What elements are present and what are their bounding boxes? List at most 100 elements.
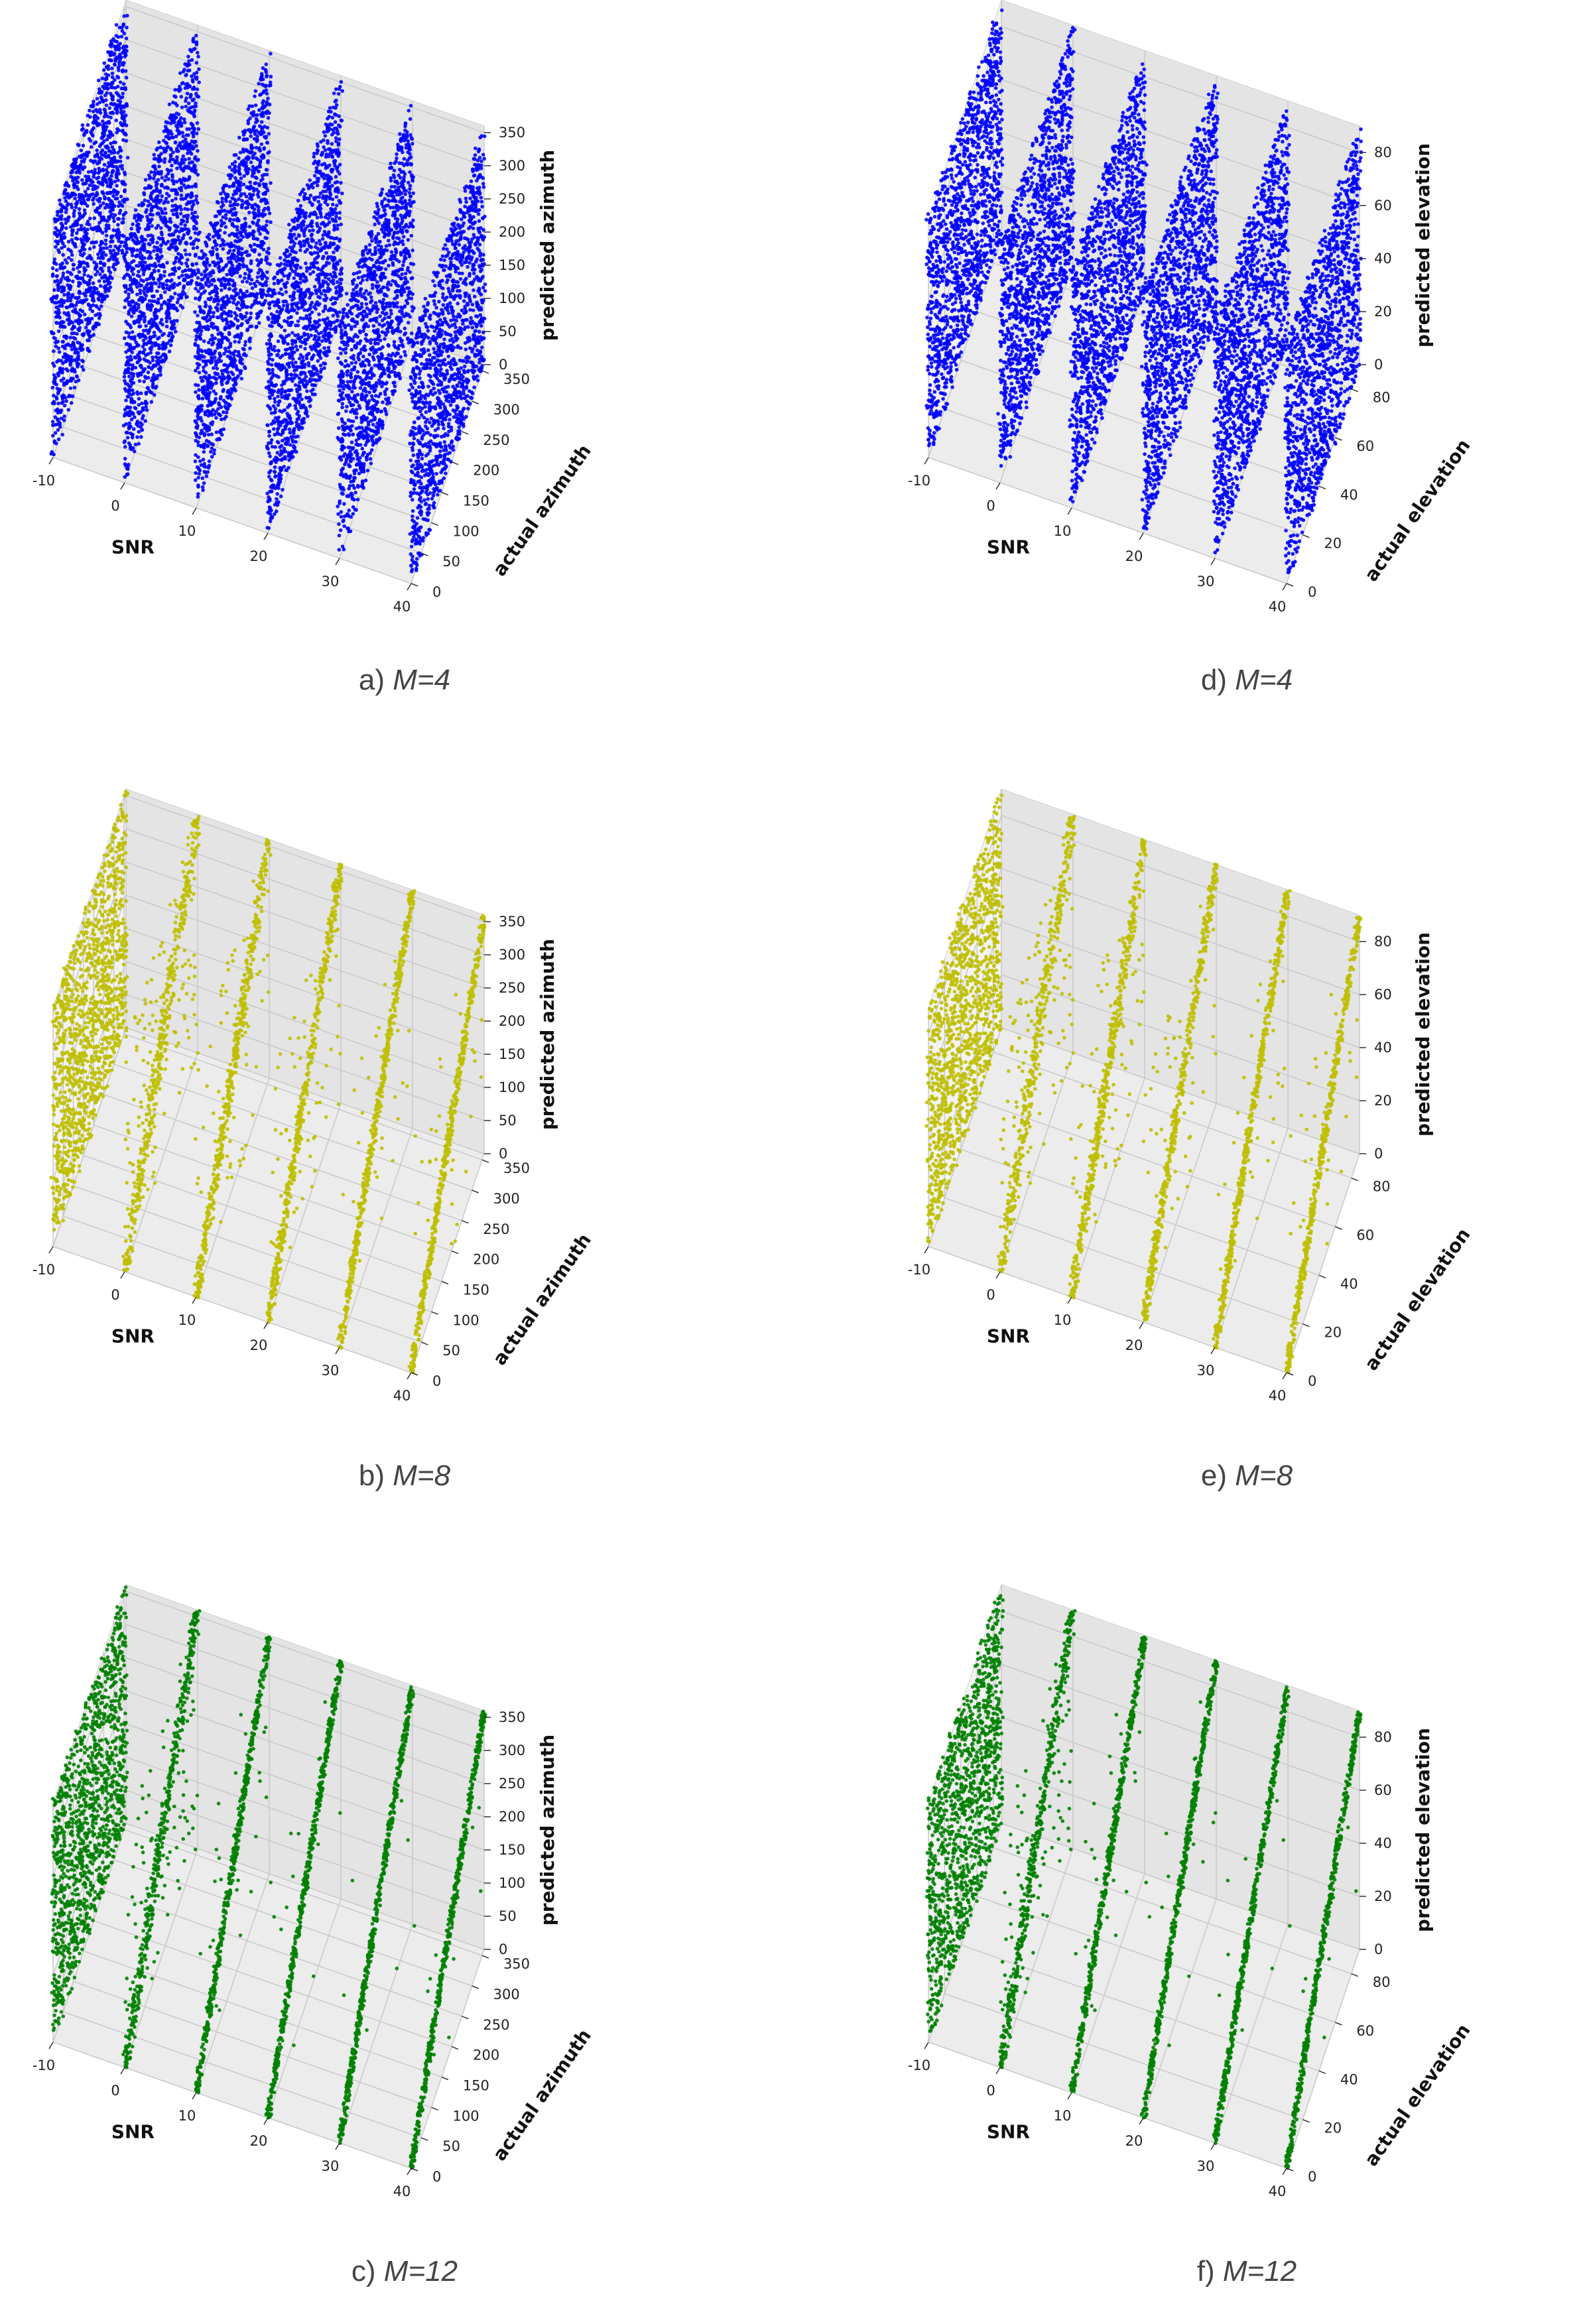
data-point [113,56,117,61]
data-point [304,341,308,346]
data-point [247,269,252,274]
data-point [257,210,261,214]
data-point [202,450,206,454]
data-point [96,171,101,175]
data-point [122,49,126,54]
data-point [60,401,64,405]
data-point [84,318,88,322]
data-point [298,204,303,208]
data-point [169,326,174,331]
data-point [66,218,70,223]
data-point [219,209,223,213]
data-point [194,131,199,136]
data-point [148,263,152,267]
data-point [163,353,168,357]
data-point [172,326,176,330]
data-point [143,399,148,404]
data-point [196,475,201,480]
data-point [129,278,133,282]
data-point [215,298,219,302]
data-point [194,432,198,437]
data-point [173,229,178,234]
data-point [215,247,219,251]
data-point [203,412,208,416]
data-point [275,497,279,501]
data-point [92,141,96,146]
data-point [220,196,225,201]
data-point [58,387,62,392]
data-point [69,170,73,175]
data-point [243,250,247,255]
data-point [247,187,252,191]
data-point [123,189,127,194]
data-point [218,243,223,248]
data-point [125,156,130,160]
data-point [169,147,173,152]
data-point [196,268,200,272]
data-point [249,160,253,164]
data-point [85,239,90,243]
data-point [235,324,240,329]
data-point [208,352,213,356]
data-point [125,405,129,409]
data-point [158,190,162,195]
data-point [78,253,83,257]
data-point [76,354,81,358]
data-point [265,236,269,241]
data-point [166,239,170,244]
data-point [100,231,105,235]
data-point [240,198,244,203]
data-point [124,430,129,435]
data-point [127,441,131,446]
data-point [119,86,124,91]
data-point [56,308,61,312]
data-point [116,84,120,89]
data-point [168,343,173,347]
data-point [75,319,80,324]
data-point [104,168,109,172]
data-point [272,427,276,431]
data-point [204,350,209,355]
data-point [61,361,65,365]
data-point [82,235,86,239]
data-point [97,87,101,92]
data-point [184,252,188,257]
data-point [75,219,80,223]
data-point [188,253,192,257]
data-point [220,237,224,242]
data-point [219,219,223,223]
data-point [129,300,133,304]
data-point [104,76,108,80]
data-point [172,113,176,117]
data-point [56,401,60,406]
data-point [198,432,203,436]
data-point [95,148,99,153]
data-point [149,400,154,404]
data-point [118,154,123,158]
data-point [184,241,189,246]
data-point [295,311,299,315]
data-point [104,223,109,227]
data-point [67,196,71,200]
data-point [260,131,264,136]
data-point [104,226,108,231]
data-point [249,134,253,139]
data-point [259,142,264,147]
data-point [194,101,198,105]
data-point [72,166,76,171]
data-point [137,397,141,401]
data-point [267,306,272,310]
data-point [241,235,245,239]
data-point [106,164,110,169]
data-point [279,432,283,437]
data-point [120,29,125,33]
data-point [222,300,226,305]
data-point [120,233,125,237]
data-point [170,208,174,213]
data-point [180,228,184,233]
data-point [244,353,248,357]
data-point [195,320,199,325]
data-point [80,194,84,199]
data-point [173,188,178,192]
data-point [130,367,135,371]
